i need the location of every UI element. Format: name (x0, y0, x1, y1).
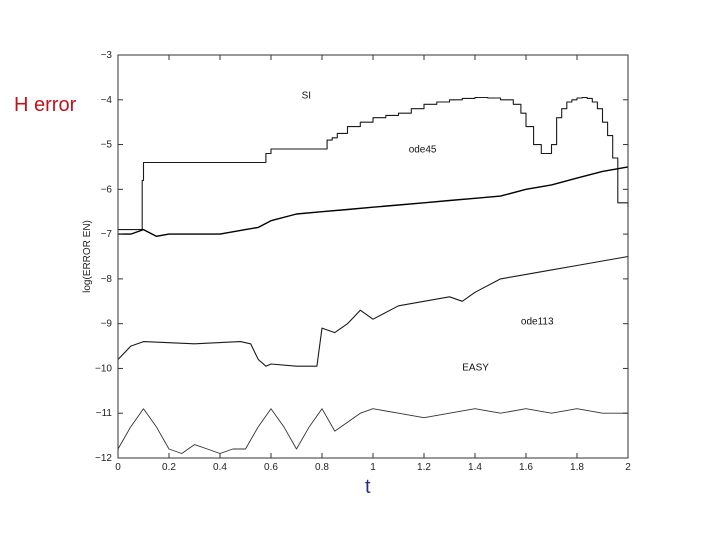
x-tick-label: 0.6 (264, 462, 278, 473)
y-tick-label: −12 (95, 453, 112, 464)
y-tick-label: −4 (101, 95, 113, 106)
y-tick-label: −9 (101, 319, 113, 330)
x-tick-label: 1 (370, 462, 376, 473)
t-axis-label: t (365, 476, 371, 498)
x-tick-label: 2 (625, 462, 631, 473)
x-tick-label: 1.2 (417, 462, 431, 473)
y-tick-label: −11 (96, 408, 113, 419)
plot-frame (117, 54, 629, 459)
series-annotations: SI ode45 ode113 EASY (302, 90, 554, 373)
series-line-ode113 (117, 255, 629, 367)
series-line-easy (117, 408, 628, 454)
y-tick-label: −10 (95, 363, 112, 374)
y-tick-label: −8 (101, 274, 113, 285)
y-tick-label: −5 (101, 140, 113, 151)
y-axis: −12 −11 −10 −9 −8 −7 −6 −5 −4 −3 (95, 50, 628, 464)
x-tick-label: 0.4 (213, 462, 227, 473)
x-tick-label: 0.2 (162, 462, 176, 473)
series-line-si (118, 96, 629, 231)
x-tick-label: 1.4 (468, 462, 482, 473)
x-axis: 0 0.2 0.4 0.6 0.8 1 1.2 1.4 1.6 1.8 2 (115, 55, 631, 473)
annotation-si: SI (302, 90, 311, 101)
y-tick-label: −6 (101, 184, 113, 195)
annotation-ode113: ode113 (521, 317, 554, 328)
h-error-label: H error (14, 94, 77, 116)
y-axis-label: log(ERROR EN) (82, 220, 93, 293)
annotation-easy: EASY (462, 363, 489, 374)
annotation-ode45: ode45 (409, 145, 437, 156)
y-tick-label: −3 (101, 50, 113, 61)
x-tick-label: 1.8 (570, 462, 584, 473)
x-tick-label: 1.6 (519, 462, 533, 473)
x-tick-label: 0 (115, 462, 121, 473)
y-tick-label: −7 (101, 229, 113, 240)
series-layer (117, 96, 629, 454)
series-line-ode45 (118, 166, 629, 237)
x-tick-label: 0.8 (315, 462, 329, 473)
